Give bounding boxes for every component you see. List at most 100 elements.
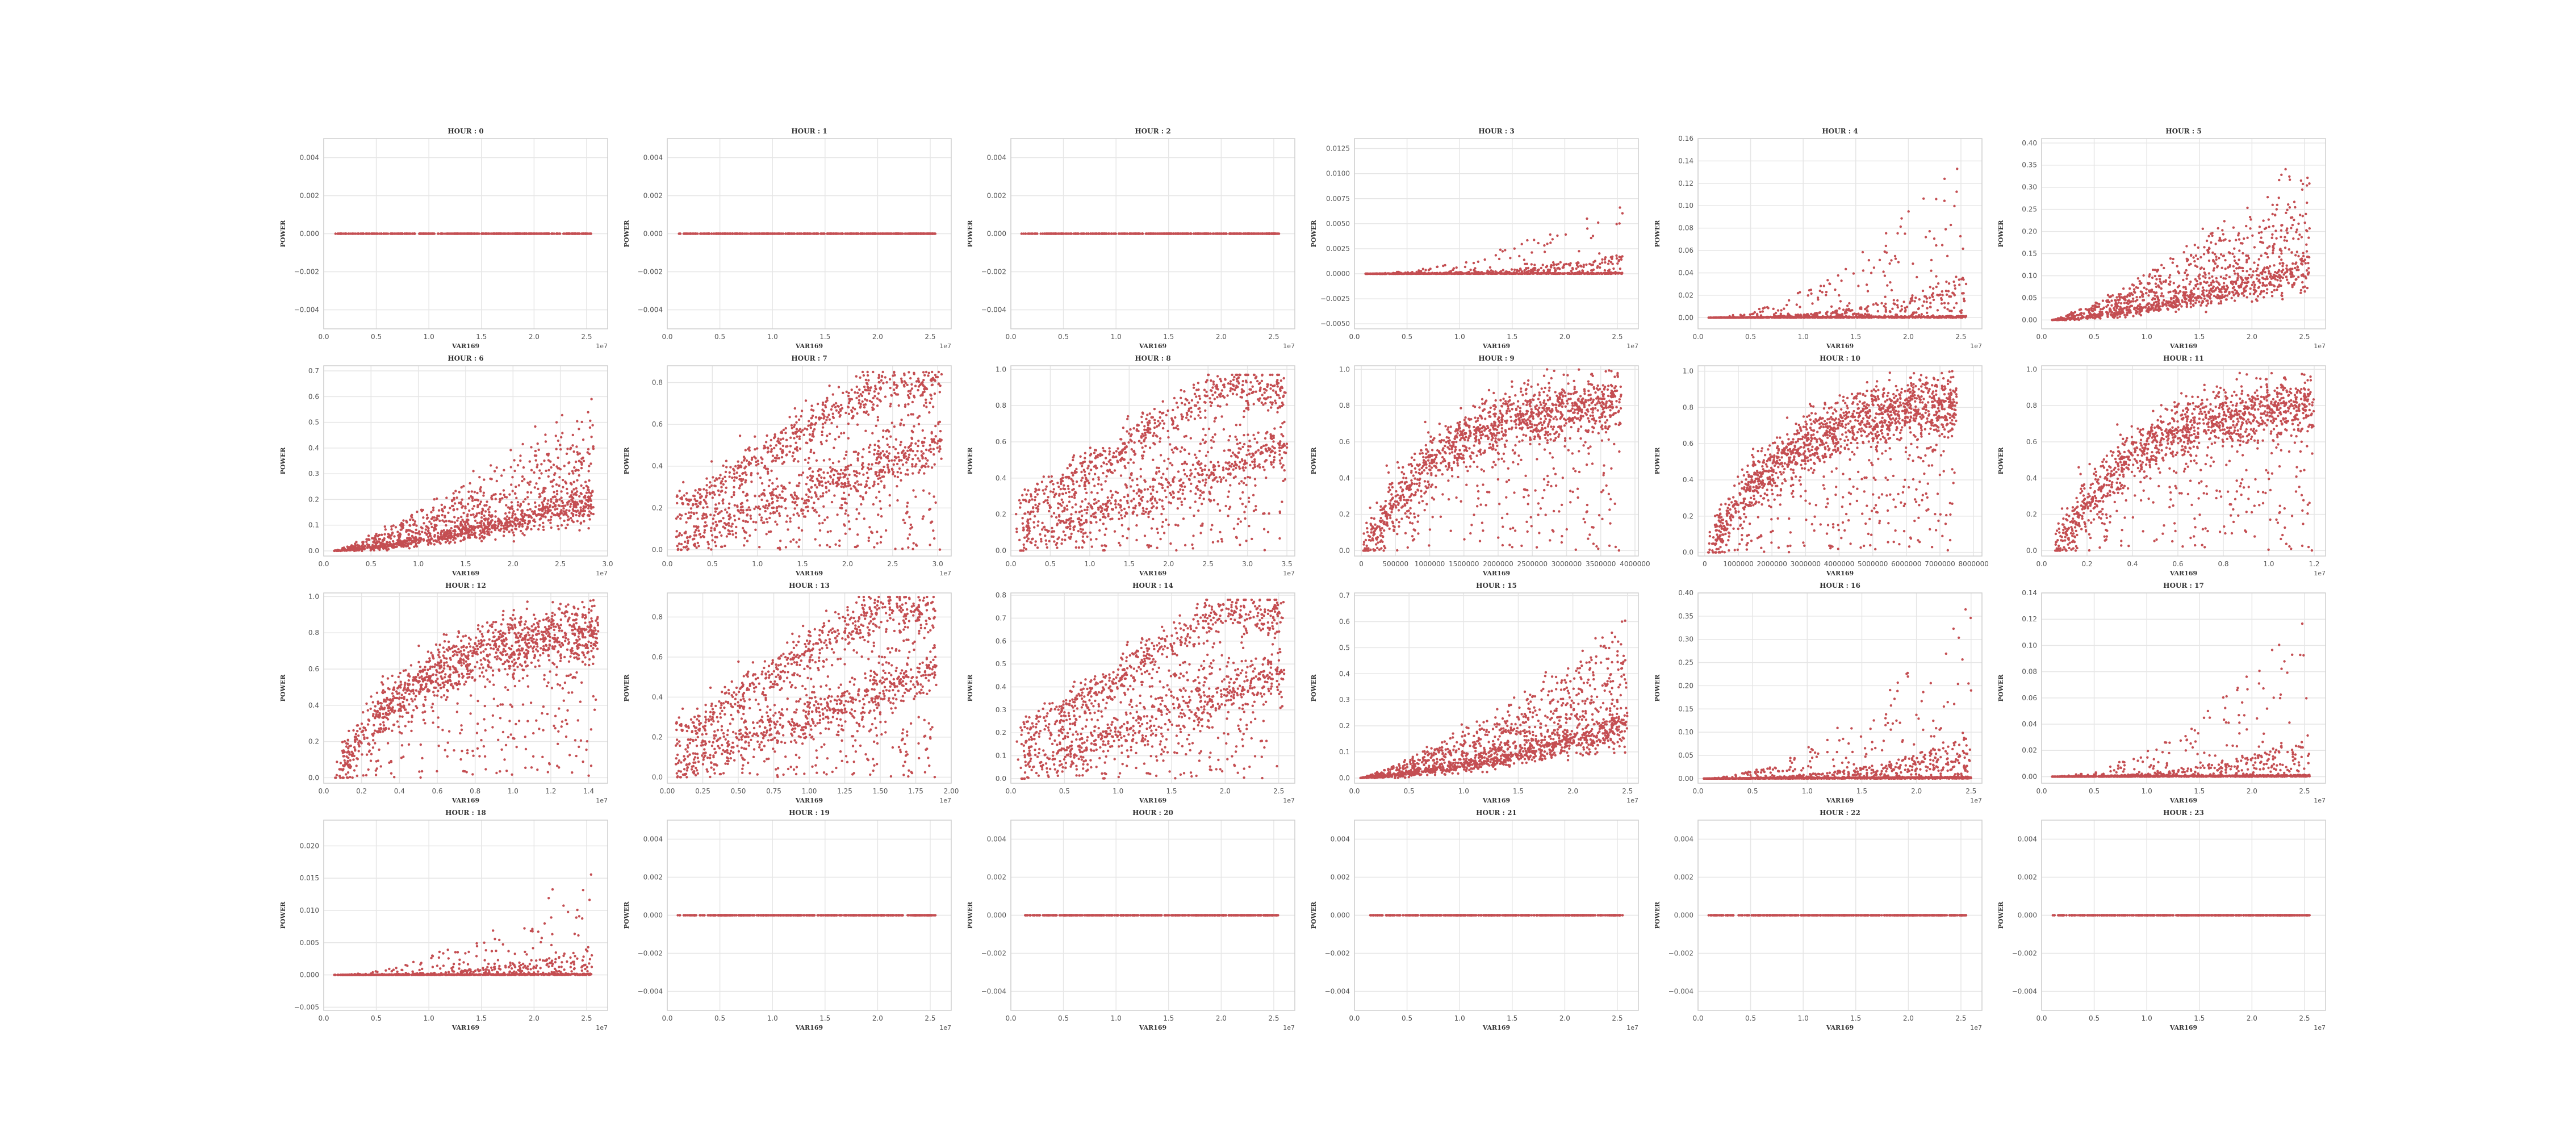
scatter-point [467, 232, 469, 235]
scatter-point [2213, 267, 2215, 269]
scatter-point [1929, 286, 1931, 288]
scatter-point [1960, 316, 1962, 318]
scatter-point [2302, 255, 2305, 257]
scatter-point [2094, 308, 2096, 311]
scatter-point [2295, 231, 2297, 233]
x-tick-label: 0.5 [1058, 333, 1069, 341]
scatter-point [2153, 291, 2155, 293]
scatter-point [1477, 261, 1479, 263]
scatter-point [778, 232, 780, 235]
scatter-point [1550, 266, 1552, 268]
x-tick-label: 2.5 [555, 560, 566, 568]
x-tick-label: 0.0 [1349, 333, 1360, 341]
scatter-point [2280, 252, 2282, 254]
scatter-point [1565, 233, 1567, 236]
y-tick-label: −0.004 [981, 306, 1006, 314]
scatter-point [1621, 255, 1624, 257]
scatter-point [1884, 307, 1887, 309]
scatter-point [2306, 184, 2308, 186]
scatter-point [847, 232, 849, 235]
scatter-point [2286, 227, 2288, 229]
scatter-point [2208, 260, 2210, 262]
scatter-point [498, 232, 500, 235]
scatter-point [2207, 235, 2210, 237]
scatter-point [2202, 275, 2204, 277]
scatter-point [1509, 257, 1511, 259]
scatter-point [1884, 303, 1887, 305]
scatter-point [1877, 315, 1880, 317]
scatter-point [2157, 310, 2160, 312]
scatter-point [1604, 261, 1606, 264]
scatter-point [1925, 300, 1927, 303]
scatter-point [932, 232, 934, 235]
scatter-points [1021, 232, 1281, 235]
scatter-point [2278, 197, 2280, 199]
scatter-point [2238, 267, 2240, 269]
subplot-title: HOUR : 3 [1478, 127, 1514, 135]
scatter-point [581, 232, 583, 235]
scatter-point [2139, 303, 2141, 306]
y-tick-label: 0.00 [2022, 316, 2037, 324]
x-tick-label: 1.5 [1163, 333, 1174, 341]
scatter-point [2281, 298, 2284, 300]
scatter-point [739, 232, 741, 235]
scatter-point [1938, 316, 1940, 319]
x-tick-label: 1.0 [1798, 333, 1809, 341]
scatter-point [1436, 266, 1438, 268]
scatter-point [1474, 267, 1476, 269]
scatter-point [2306, 250, 2308, 252]
scatter-point [1592, 235, 1594, 237]
scatter-point [1540, 267, 1542, 269]
scatter-point [1608, 260, 1610, 262]
scatter-point [1546, 243, 1548, 245]
scatter-point [2126, 312, 2128, 314]
x-tick-label: 2.5 [1268, 333, 1279, 341]
scatter-point [1799, 306, 1801, 308]
scatter-point [2152, 269, 2154, 271]
scatter-point [2228, 240, 2231, 242]
y-axis-label: POWER [1654, 220, 1661, 248]
scatter-point [2265, 275, 2268, 278]
scatter-point [556, 493, 558, 495]
scatter-point [1197, 232, 1199, 235]
scatter-point [2198, 273, 2201, 275]
scatter-point [2147, 282, 2149, 285]
scatter-point [2222, 255, 2224, 257]
scatter-point [1424, 273, 1426, 275]
scatter-point [431, 232, 433, 235]
scatter-point [2131, 294, 2134, 296]
scatter-point [1511, 268, 1513, 270]
scatter-point [720, 232, 722, 235]
scatter-point [2244, 277, 2247, 279]
scatter-point [1077, 232, 1080, 235]
scatter-point [2229, 264, 2231, 266]
scatter-point [1943, 306, 1946, 308]
scatter-point [726, 232, 728, 235]
scatter-point [817, 232, 819, 235]
scatter-point [2090, 307, 2093, 310]
y-tick-label: −0.004 [638, 306, 663, 314]
scatter-point [799, 232, 801, 235]
x-axis-label: VAR169 [1826, 342, 1854, 350]
scatter-point [2210, 241, 2212, 244]
scatter-point [1538, 269, 1540, 271]
scatter-point [2274, 229, 2277, 232]
scatter-point [1266, 232, 1268, 235]
scatter-point [1559, 261, 1562, 264]
scatter-point [2077, 314, 2080, 316]
scatter-point [2271, 295, 2273, 297]
y-tick-label: 0.16 [1678, 135, 1693, 143]
scatter-point [796, 232, 798, 235]
scatter-point [485, 232, 487, 235]
scatter-point [1375, 273, 1377, 275]
scatter-point [2205, 311, 2207, 313]
scatter-point [1835, 316, 1837, 319]
scatter-point [2208, 248, 2210, 250]
scatter-point [880, 232, 882, 235]
scatter-point [2275, 237, 2277, 240]
scatter-point [2154, 275, 2156, 277]
scatter-point [2228, 292, 2230, 295]
scatter-point [2088, 311, 2090, 314]
scatter-point [707, 232, 709, 235]
scatter-point [2306, 230, 2308, 232]
